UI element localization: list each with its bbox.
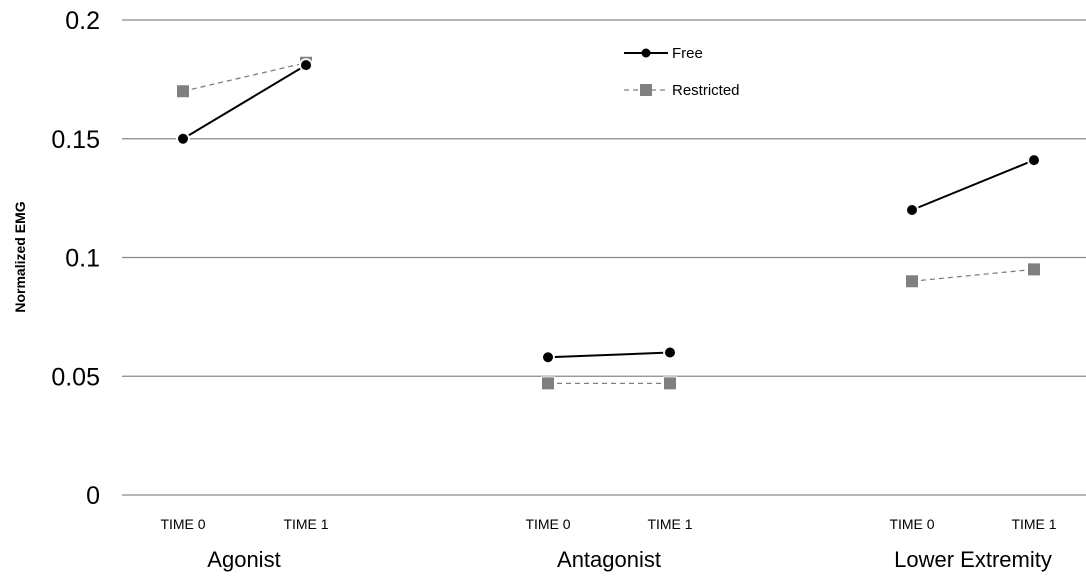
y-tick-label: 0.15 [51,126,100,154]
data-point [1029,155,1039,166]
y-axis-label: Normalized EMG [12,201,28,312]
series-line [911,159,1035,211]
x-group-label: Lower Extremity [894,547,1052,572]
series-line [911,268,1035,282]
x-tick-label: TIME 1 [1011,516,1056,532]
data-point [665,347,675,358]
series-line [182,62,307,92]
legend-label: Restricted [672,82,740,99]
series-layer [176,55,1041,391]
data-point [543,352,553,363]
legend: Free Restricted [624,45,740,99]
y-tick-label: 0.2 [65,7,100,35]
data-point [542,377,554,390]
x-group-label: Agonist [207,547,280,572]
data-point [664,377,676,390]
legend-label: Free [672,45,703,62]
y-tick-label: 0.05 [51,363,100,391]
grid-lines [122,19,1086,496]
x-group-label: Antagonist [557,547,661,572]
legend-marker [640,84,652,96]
data-point [907,205,917,215]
series-line [182,64,307,140]
x-tick-label: TIME 1 [647,516,692,532]
series-free [176,58,1041,365]
y-tick-label: 0 [86,482,100,510]
x-tick-label: TIME 0 [889,516,934,532]
legend-marker [641,48,651,58]
x-tick-label: TIME 0 [525,516,570,532]
series-restricted [176,55,1041,391]
data-point [906,275,918,288]
y-tick-label: 0.1 [65,245,100,273]
data-point [178,133,188,144]
series-line [547,351,671,359]
x-tick-label: TIME 1 [283,516,328,532]
x-axis-group-labels: Agonist Antagonist Lower Extremity [207,547,1052,572]
y-axis-ticks: 0 0.05 0.1 0.15 0.2 [51,7,100,510]
x-tick-label: TIME 0 [160,516,205,532]
data-point [177,85,189,98]
data-point [1028,263,1040,276]
x-axis-ticks: TIME 0 TIME 1 TIME 0 TIME 1 TIME 0 TIME 1 [160,516,1056,532]
data-point [301,60,311,71]
